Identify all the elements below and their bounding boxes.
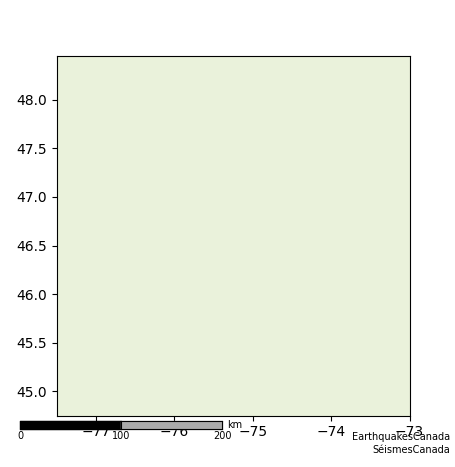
Text: 200: 200: [213, 431, 231, 441]
Text: km: km: [227, 420, 242, 430]
Text: 100: 100: [112, 431, 130, 441]
Bar: [20, 421, 121, 429]
Bar: [121, 421, 222, 429]
Text: EarthquakesCanada
SéismesCanada: EarthquakesCanada SéismesCanada: [352, 432, 450, 455]
Text: 0: 0: [17, 431, 23, 441]
